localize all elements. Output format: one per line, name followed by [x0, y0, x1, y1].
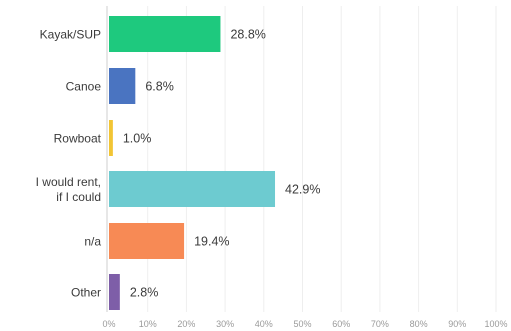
bar-value-label: 42.9%: [285, 183, 320, 197]
category-label-line: n/a: [84, 235, 101, 249]
x-tick-label: 40%: [255, 319, 273, 329]
gridlines: [147, 6, 497, 312]
category-label: Other: [71, 286, 101, 300]
x-tick-label: 90%: [448, 319, 466, 329]
bar-value-label: 6.8%: [145, 80, 174, 94]
category-label: Kayak/SUP: [40, 28, 101, 42]
category-label: I would rent, if I could: [36, 175, 101, 204]
bar-value-label: 2.8%: [130, 286, 159, 300]
bar-other: [109, 274, 120, 310]
x-tick-label: 100%: [484, 319, 507, 329]
x-tick-label: 10%: [139, 319, 157, 329]
bar-value-label: 1.0%: [123, 132, 151, 146]
x-tick-label: 80%: [410, 319, 428, 329]
x-tick-label: 0%: [102, 319, 115, 329]
x-tick-label: 30%: [216, 319, 234, 329]
x-tick-label: 50%: [293, 319, 311, 329]
bar-rowboat: [109, 120, 113, 156]
category-label-line: Other: [71, 286, 101, 300]
bar-canoe: [109, 68, 136, 104]
category-label: Rowboat: [54, 132, 102, 146]
bars: 28.8% Kayak/SUP 6.8% Canoe 1.0% Rowboat 42.9% I…: [36, 16, 320, 310]
category-label-line: Rowboat: [54, 132, 102, 146]
bar-value-label: 28.8%: [230, 28, 265, 42]
category-label-line: Kayak/SUP: [40, 28, 101, 42]
category-label-line: if I could: [56, 190, 101, 204]
bar-kayak-sup: [109, 16, 221, 52]
category-label: n/a: [84, 235, 101, 249]
bar-value-label: 19.4%: [194, 235, 229, 249]
x-tick-label: 70%: [371, 319, 389, 329]
x-tick-labels: 0% 10% 20% 30% 40% 50% 60% 70% 80% 90% 100%: [102, 319, 507, 329]
x-tick-label: 20%: [177, 319, 195, 329]
category-label-line: Canoe: [66, 80, 102, 94]
category-label-line: I would rent,: [36, 175, 101, 189]
category-label: Canoe: [66, 80, 102, 94]
bar-i-would-rent-if-i-could: [109, 171, 276, 207]
bar-n-a: [109, 223, 185, 259]
x-tick-label: 60%: [332, 319, 350, 329]
